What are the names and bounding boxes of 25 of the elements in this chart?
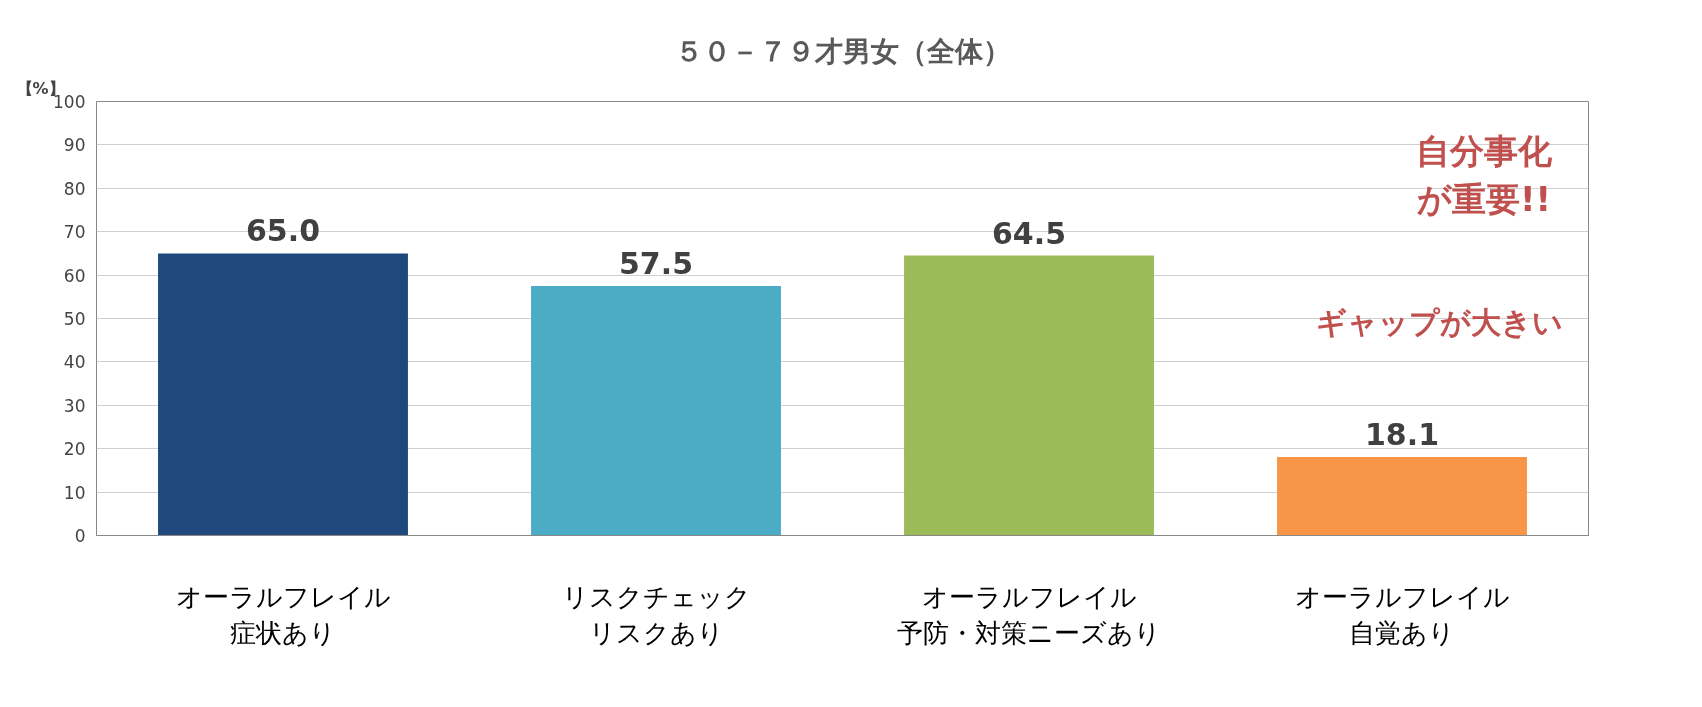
data-label: 64.5 xyxy=(991,215,1067,251)
x-tick-label: リスクチェックリスクあり xyxy=(561,581,751,648)
bar xyxy=(531,285,781,536)
y-tick-label: 80 xyxy=(63,178,86,199)
bar xyxy=(904,255,1154,536)
x-tick-label: オーラルフレイル自覚あり xyxy=(1294,581,1510,648)
x-tick-label: オーラルフレイル予防・対策ニーズあり xyxy=(897,581,1161,648)
chart-title: ５０－７９才男女（全体） xyxy=(674,34,1011,68)
annotation: ギャップが大きい xyxy=(1315,305,1563,341)
data-label: 65.0 xyxy=(245,213,321,249)
bar xyxy=(158,253,408,536)
data-label: 18.1 xyxy=(1364,416,1440,452)
y-tick-label: 20 xyxy=(63,439,86,460)
data-label: 57.5 xyxy=(618,245,694,281)
x-tick-label: オーラルフレイル症状あり xyxy=(175,581,391,648)
bar xyxy=(1277,456,1527,536)
annotation: 自分事化が重要!! xyxy=(1416,131,1554,220)
y-tick-label: 50 xyxy=(63,309,86,329)
y-tick-label: 40 xyxy=(63,352,86,373)
y-tick-label: 60 xyxy=(63,265,86,286)
y-tick-label: 70 xyxy=(63,222,86,243)
y-tick-label: 30 xyxy=(63,395,86,416)
y-tick-label: 10 xyxy=(63,482,86,503)
y-tick-label: 90 xyxy=(63,135,86,156)
y-tick-label: 0 xyxy=(74,526,86,546)
